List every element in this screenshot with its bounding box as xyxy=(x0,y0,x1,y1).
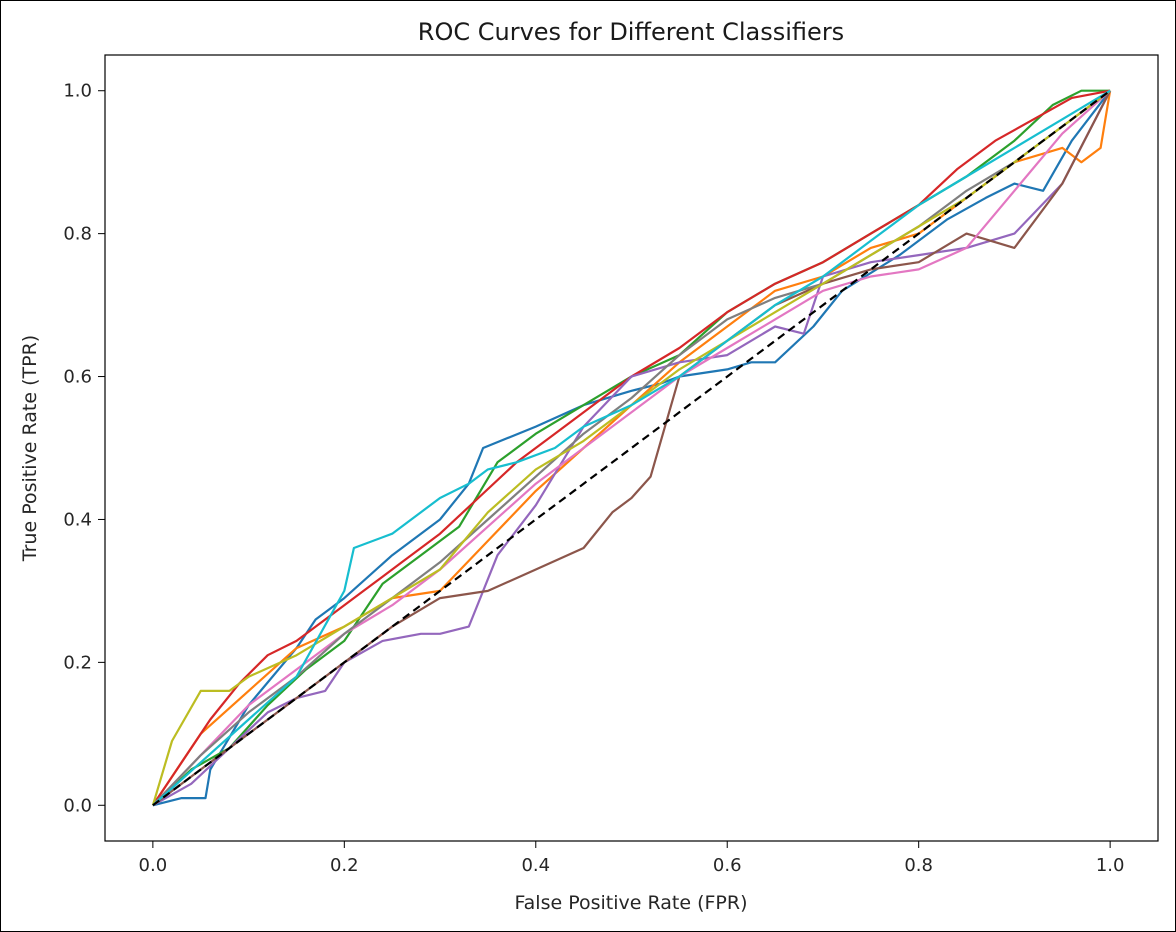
y-tick-label: 0.6 xyxy=(63,367,92,388)
roc-curve-10 xyxy=(152,89,1111,807)
y-tick-label: 0.2 xyxy=(63,652,92,673)
roc-curve-1 xyxy=(152,90,1111,807)
y-axis-label: True Positive Rate (TPR) xyxy=(19,335,41,562)
x-axis: 0.0 0.2 0.4 0.6 0.8 1.0 xyxy=(139,841,1125,876)
roc-curve-4 xyxy=(151,89,1111,806)
y-tick-label: 1.0 xyxy=(63,81,92,102)
roc-curve-8 xyxy=(152,89,1111,807)
roc-curve-9 xyxy=(151,89,1111,806)
y-tick-label: 0.0 xyxy=(63,795,92,816)
roc-curve-6 xyxy=(152,90,1112,807)
y-tick-label: 0.4 xyxy=(63,509,92,530)
plot-area xyxy=(151,89,1112,807)
x-tick-label: 0.2 xyxy=(330,855,359,876)
random-classifier-diagonal xyxy=(152,89,1111,807)
x-axis-label: False Positive Rate (FPR) xyxy=(514,892,747,914)
roc-curve-7 xyxy=(152,89,1111,807)
y-tick-label: 0.8 xyxy=(63,224,92,245)
x-tick-label: 0.8 xyxy=(904,855,933,876)
x-tick-label: 1.0 xyxy=(1096,855,1125,876)
y-axis: 0.0 0.2 0.4 0.6 0.8 1.0 xyxy=(63,81,105,816)
x-tick-label: 0.4 xyxy=(521,855,550,876)
chart-title: ROC Curves for Different Classifiers xyxy=(418,18,844,46)
axes-frame xyxy=(104,54,1159,842)
x-tick-label: 0.6 xyxy=(713,855,742,876)
x-tick-label: 0.0 xyxy=(139,855,168,876)
